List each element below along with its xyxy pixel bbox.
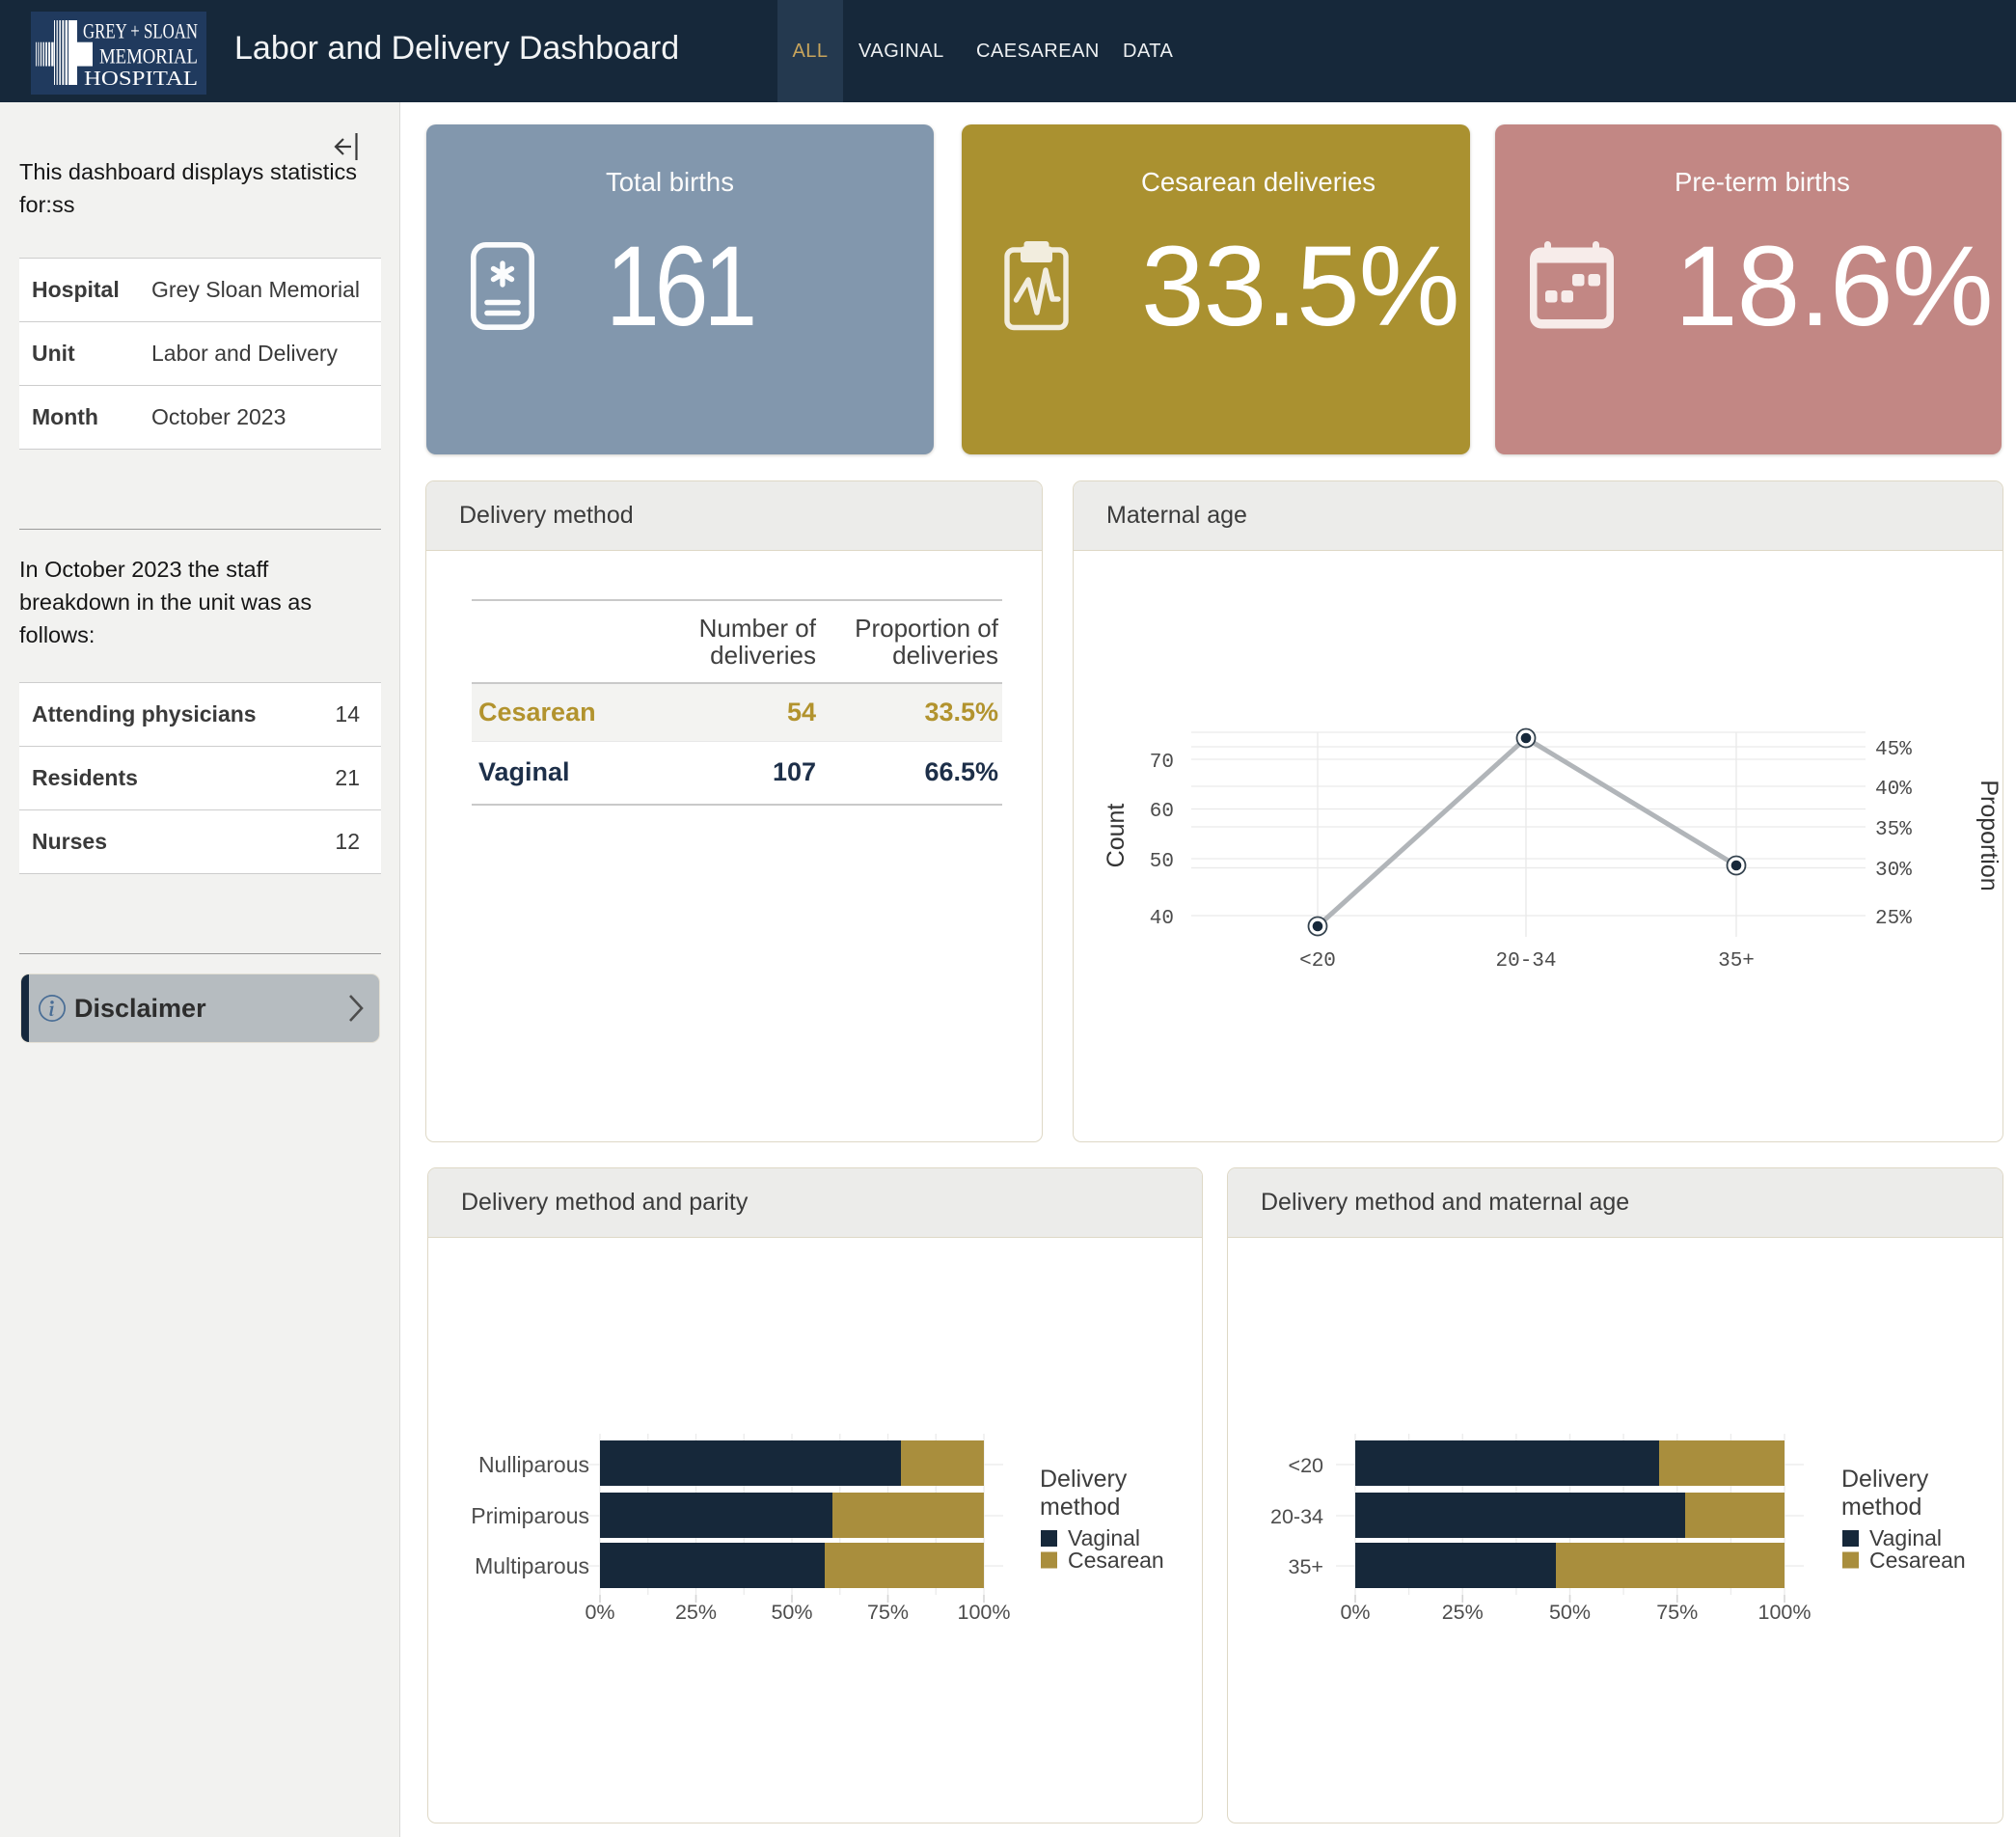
svg-text:75%: 75% xyxy=(867,1601,909,1624)
svg-text:Delivery: Delivery xyxy=(1841,1466,1929,1493)
svg-text:HOSPITAL: HOSPITAL xyxy=(84,67,198,90)
svg-text:Multiparous: Multiparous xyxy=(475,1553,589,1578)
svg-text:25%: 25% xyxy=(1442,1601,1484,1624)
svg-text:Proportion: Proportion xyxy=(1975,780,2002,891)
svg-text:20-34: 20-34 xyxy=(1270,1505,1323,1528)
svg-text:25%: 25% xyxy=(675,1601,717,1624)
svg-text:method: method xyxy=(1841,1494,1921,1521)
svg-text:20-34: 20-34 xyxy=(1495,950,1556,973)
svg-text:Vaginal: Vaginal xyxy=(1068,1525,1140,1550)
svg-text:0%: 0% xyxy=(585,1601,614,1624)
svg-text:25%: 25% xyxy=(1875,908,1912,930)
svg-text:Primiparous: Primiparous xyxy=(471,1503,589,1528)
svg-text:35+: 35+ xyxy=(1718,950,1755,973)
svg-text:Vaginal: Vaginal xyxy=(1869,1525,1942,1550)
svg-text:GREY + SLOAN: GREY + SLOAN xyxy=(83,19,198,43)
svg-text:75%: 75% xyxy=(1656,1601,1698,1624)
svg-text:Cesarean: Cesarean xyxy=(1869,1548,1966,1573)
svg-text:100%: 100% xyxy=(958,1601,1011,1624)
svg-text:method: method xyxy=(1040,1494,1120,1521)
svg-text:Delivery: Delivery xyxy=(1040,1466,1128,1493)
svg-text:Count: Count xyxy=(1103,804,1130,868)
svg-text:MEMORIAL: MEMORIAL xyxy=(99,43,198,68)
svg-text:Cesarean: Cesarean xyxy=(1068,1548,1164,1573)
svg-text:35%: 35% xyxy=(1875,819,1912,841)
svg-text:45%: 45% xyxy=(1875,739,1912,761)
svg-text:40%: 40% xyxy=(1875,779,1912,801)
svg-text:<20: <20 xyxy=(1299,950,1336,973)
svg-text:50: 50 xyxy=(1150,851,1174,873)
svg-text:0%: 0% xyxy=(1340,1601,1370,1624)
svg-text:50%: 50% xyxy=(771,1601,812,1624)
svg-text:30%: 30% xyxy=(1875,860,1912,882)
svg-text:Nulliparous: Nulliparous xyxy=(478,1452,589,1477)
svg-text:70: 70 xyxy=(1150,752,1174,774)
svg-text:60: 60 xyxy=(1150,801,1174,823)
svg-text:<20: <20 xyxy=(1289,1454,1324,1477)
svg-text:35+: 35+ xyxy=(1289,1555,1323,1578)
svg-text:40: 40 xyxy=(1150,908,1174,930)
svg-text:50%: 50% xyxy=(1549,1601,1591,1624)
svg-text:100%: 100% xyxy=(1758,1601,1812,1624)
